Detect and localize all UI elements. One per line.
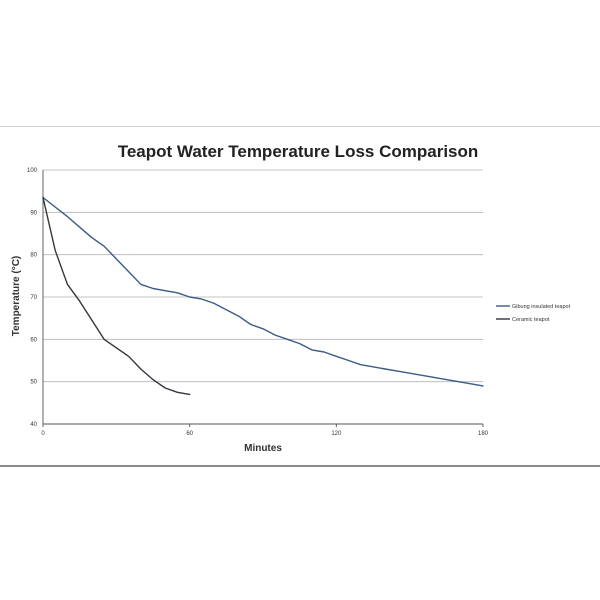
y-tick-label: 80 [30,253,37,259]
legend-label: Gibung insulated teapot [512,304,571,310]
chart-area: Teapot Water Temperature Loss Comparison… [11,142,571,454]
series-lines [42,196,484,396]
y-tick-labels: 40 50 60 70 80 90 100 [27,168,38,428]
x-tick-label: 120 [331,431,342,437]
x-tick-label: 60 [186,431,193,437]
series-line-1 [42,196,484,387]
x-axis-title: Minutes [244,443,282,454]
axes [42,170,484,427]
chart-title: Teapot Water Temperature Loss Comparison [118,142,479,161]
y-axis-title: Temperature (°C) [11,256,22,337]
y-tick-label: 60 [30,337,37,343]
x-tick-label: 0 [41,431,45,437]
legend-label: Ceramic teapot [512,317,550,323]
y-tick-label: 70 [30,295,37,301]
x-tick-label: 180 [478,431,489,437]
y-tick-label: 100 [27,168,38,174]
chart-frame: Teapot Water Temperature Loss Comparison… [0,126,600,467]
y-tick-label: 90 [30,210,37,216]
series-line-2 [42,196,191,396]
y-tick-label: 40 [30,422,37,428]
legend: Gibung insulated teapot Ceramic teapot [496,304,571,323]
y-tick-label: 50 [30,380,37,386]
x-tick-labels: 0 60 120 180 [41,431,488,437]
gridlines [43,169,483,425]
